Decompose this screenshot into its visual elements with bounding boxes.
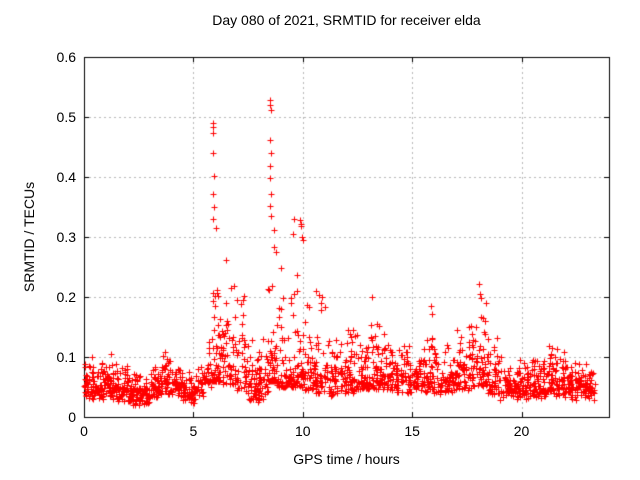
y-tick-label: 0.3 <box>56 229 76 245</box>
y-tick-label: 0.1 <box>56 349 76 365</box>
y-tick-label: 0.5 <box>56 109 76 125</box>
x-tick-label: 15 <box>404 423 420 439</box>
chart-title: Day 080 of 2021, SRMTID for receiver eld… <box>212 12 481 28</box>
x-tick-label: 0 <box>80 423 88 439</box>
y-tick-label: 0.2 <box>56 289 76 305</box>
x-tick-label: 10 <box>294 423 311 439</box>
y-tick-label: 0.6 <box>56 49 76 65</box>
x-tick-label: 20 <box>513 423 530 439</box>
x-tick-label: 5 <box>189 423 198 439</box>
y-tick-label: 0.4 <box>56 169 76 185</box>
x-axis-label: GPS time / hours <box>293 451 400 467</box>
y-tick-label: 0 <box>68 409 76 425</box>
